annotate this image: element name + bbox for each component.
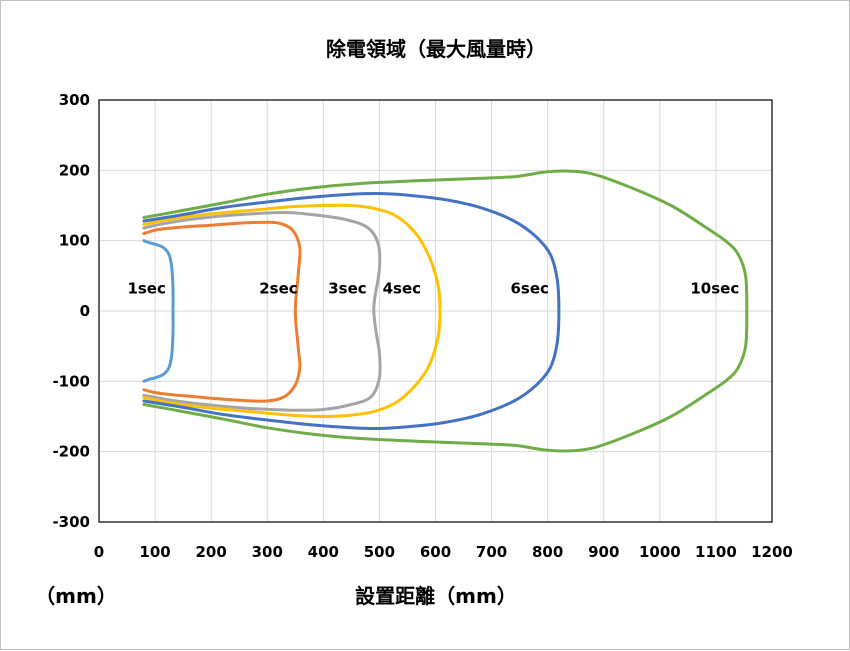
series-line-1sec — [142, 239, 175, 383]
x-tick-label: 1200 — [751, 543, 793, 561]
x-tick-label: 700 — [476, 543, 507, 561]
curve-label-1sec: 1sec — [127, 279, 165, 297]
x-tick-label: 100 — [139, 543, 170, 561]
x-tick-label: 1000 — [639, 543, 681, 561]
series-line-4sec — [142, 203, 442, 418]
unit-label: （mm） — [35, 584, 117, 608]
x-axis-label: 設置距離（mm） — [355, 584, 517, 608]
curve-label-4sec: 4sec — [383, 279, 421, 297]
curve-label-3sec: 3sec — [328, 279, 366, 297]
series-line-2sec — [142, 220, 302, 403]
curve-label-6sec: 6sec — [511, 279, 549, 297]
curve-labels: 1sec 2sec 3sec 4sec 6sec 10sec — [127, 279, 739, 297]
x-tick-label: 300 — [252, 543, 283, 561]
series-line-3sec — [142, 211, 382, 412]
series-layer — [142, 169, 749, 453]
x-tick-label: 800 — [532, 543, 563, 561]
curve-label-10sec: 10sec — [690, 279, 739, 297]
y-tick-label: -200 — [52, 443, 90, 461]
y-tick-label: -300 — [52, 513, 90, 531]
x-tick-label: 0 — [94, 543, 104, 561]
y-tick-label: 0 — [80, 302, 90, 320]
y-tick-label: 100 — [59, 232, 90, 250]
x-tick-label: 200 — [196, 543, 227, 561]
x-tick-label: 900 — [588, 543, 619, 561]
chart-title: 除電領域（最大風量時） — [326, 37, 546, 61]
y-tick-label: 200 — [59, 161, 90, 179]
series-line-10sec — [142, 169, 749, 453]
curve-label-2sec: 2sec — [259, 279, 297, 297]
series-line-6sec — [142, 191, 561, 431]
x-tick-labels: 0 100 200 300 400 500 600 700 800 900 1000 1100 1200 — [94, 543, 793, 561]
x-tick-label: 500 — [364, 543, 395, 561]
x-tick-label: 400 — [308, 543, 339, 561]
x-tick-label: 1100 — [695, 543, 737, 561]
y-tick-labels: 300 200 100 0 -100 -200 -300 — [52, 91, 90, 531]
y-tick-label: 300 — [59, 91, 90, 109]
plot-area-border — [98, 99, 773, 523]
grid-lines — [99, 100, 772, 522]
x-tick-label: 600 — [420, 543, 451, 561]
y-tick-label: -100 — [52, 372, 90, 390]
